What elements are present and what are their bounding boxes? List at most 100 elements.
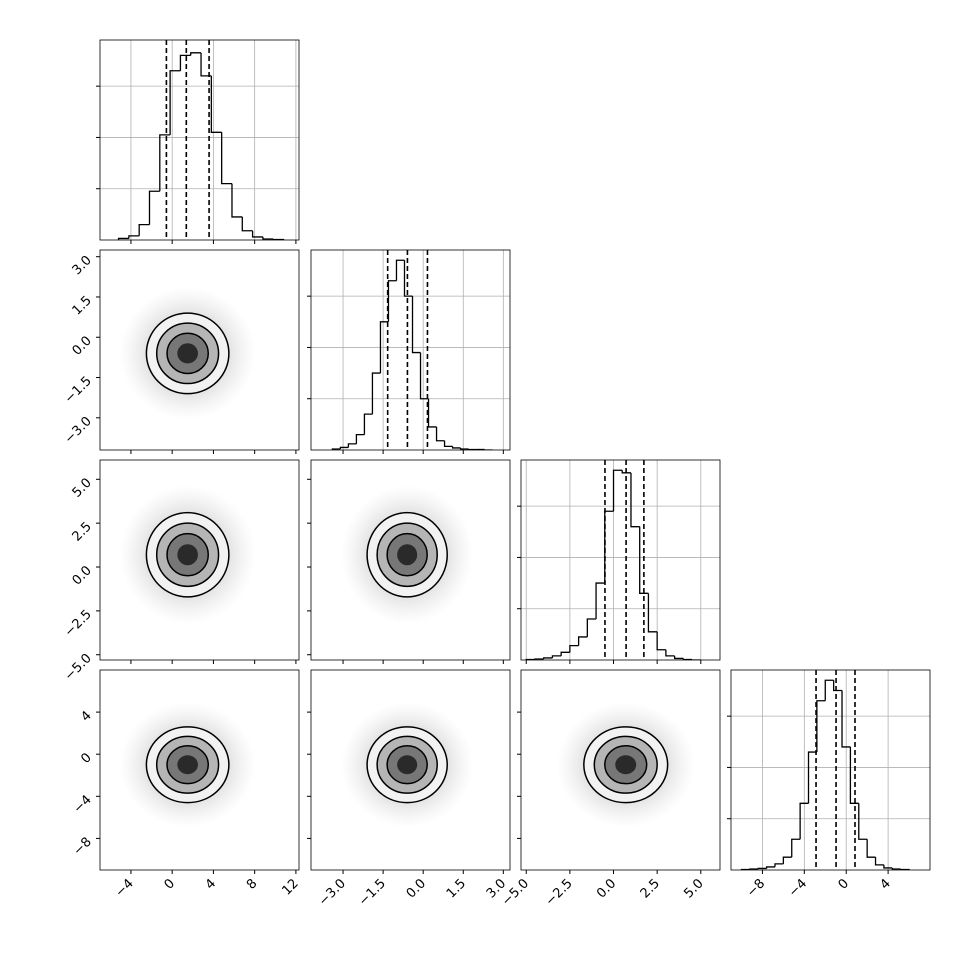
hist-step — [241, 216, 253, 232]
y-tick-label: −2.5 — [62, 607, 95, 640]
panel-content — [341, 702, 474, 828]
x-tick-label: 0 — [162, 876, 178, 892]
hist-step — [128, 235, 140, 239]
hist-step — [824, 679, 834, 701]
hist-step — [371, 372, 381, 415]
hist-step — [799, 802, 809, 840]
hist-step — [866, 839, 876, 858]
hist-step — [586, 618, 597, 637]
x-tick-label: 8 — [244, 876, 260, 892]
panel-content — [731, 670, 930, 870]
hist-step — [883, 864, 893, 869]
panel-content — [100, 40, 299, 240]
hist-step — [403, 260, 413, 297]
hist-step — [443, 440, 453, 448]
hist-step — [231, 183, 243, 218]
y-tick-label: −1.5 — [62, 374, 95, 407]
panel-frame — [310, 459, 511, 661]
x-tick-label: −5.0 — [499, 876, 532, 909]
hist-step — [117, 237, 129, 240]
hist-step — [379, 321, 389, 374]
panel-content — [556, 702, 695, 828]
x-tick-label: 12 — [279, 876, 301, 898]
x-tick-label: 1.5 — [444, 876, 469, 901]
hist-step — [459, 447, 469, 450]
hist-step — [621, 470, 631, 474]
hist-step — [411, 296, 421, 354]
panel — [307, 459, 511, 664]
hist-step — [765, 866, 775, 869]
x-tick-label: 0 — [836, 876, 852, 892]
panel-content — [341, 485, 474, 625]
x-tick-label: 5.0 — [681, 876, 706, 901]
hist-step — [595, 582, 605, 619]
hist-step — [543, 657, 553, 659]
hist-step — [339, 446, 349, 449]
x-tick-label: −1.5 — [356, 876, 389, 909]
x-tick-label: 4 — [877, 876, 893, 892]
hist-step — [190, 52, 202, 56]
hist-step — [791, 838, 801, 858]
hist-step — [656, 631, 666, 651]
x-tick-label: −4 — [113, 876, 137, 900]
y-tick-label: −3.0 — [62, 414, 95, 447]
hist-step — [395, 259, 405, 281]
hist-step — [435, 426, 445, 442]
hist-step — [749, 868, 759, 870]
hist-step — [665, 649, 675, 657]
hist-step — [427, 398, 437, 428]
hist-step — [467, 448, 477, 450]
hist-step — [534, 658, 544, 660]
hist-step — [874, 857, 884, 866]
hist-step — [858, 803, 868, 840]
hist-step — [807, 751, 817, 804]
hist-step — [647, 593, 658, 633]
hist-step — [551, 655, 562, 658]
hist-step — [782, 856, 792, 864]
contour — [177, 343, 198, 364]
hist-step — [604, 510, 614, 584]
hist-step — [179, 54, 191, 71]
y-tick-label: 5.0 — [70, 476, 95, 501]
hist-step — [774, 863, 784, 867]
hist-step — [757, 867, 767, 870]
panel-frame — [520, 669, 721, 871]
contour — [177, 755, 198, 775]
y-tick-label: 2.5 — [70, 519, 95, 544]
panel-frame — [310, 669, 511, 871]
hist-step — [387, 280, 397, 322]
hist-step — [363, 413, 373, 435]
panel: −5.0 −2.5 0.0 2.5 5.0 — [62, 459, 300, 684]
hist-step — [682, 658, 693, 660]
hist-step — [262, 236, 274, 240]
x-tick-label: 0.0 — [404, 876, 429, 901]
panel: −4 0 4 8 12 −8 −4 0 4 — [71, 669, 302, 900]
panel-content — [119, 702, 256, 828]
hist-step — [630, 472, 640, 528]
panel — [96, 39, 300, 244]
panel — [307, 249, 511, 454]
contour — [177, 544, 198, 566]
panel-frame — [730, 669, 931, 871]
hist-step — [816, 700, 826, 753]
hist-step — [612, 469, 623, 512]
y-tick-label: 1.5 — [70, 293, 95, 318]
panel — [517, 459, 721, 664]
hist-step — [159, 134, 171, 192]
hist-step — [419, 352, 429, 400]
panel-content — [521, 460, 720, 660]
hist-step — [200, 52, 212, 77]
hist-step — [451, 446, 461, 449]
panel-content — [311, 250, 510, 450]
hist-step — [673, 655, 684, 660]
y-tick-label: 0 — [78, 750, 94, 766]
panel-frame — [99, 249, 300, 451]
contour — [397, 544, 418, 566]
contour — [615, 755, 637, 775]
hist-step — [355, 433, 365, 444]
hist-step — [169, 70, 181, 135]
panel-frame — [310, 249, 511, 451]
panel-content — [119, 485, 256, 625]
